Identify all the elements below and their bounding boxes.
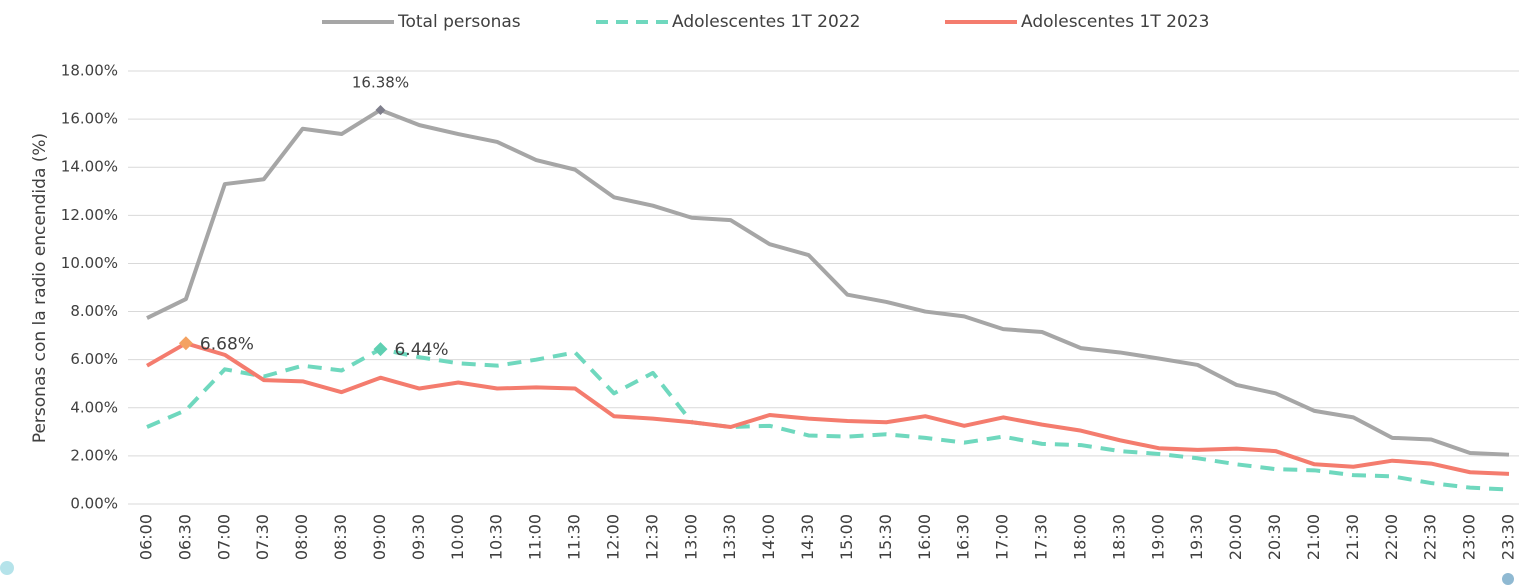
series-line: [146, 107, 1510, 457]
x-tick-label: 17:30: [1032, 514, 1051, 560]
x-tick-label: 23:00: [1460, 514, 1479, 560]
x-tick-label: 15:30: [876, 514, 895, 560]
x-tick-label: 18:30: [1109, 514, 1128, 560]
x-tick-label: 23:30: [1499, 514, 1518, 560]
legend-label: Adolescentes 1T 2023: [1021, 12, 1209, 32]
x-tick-label: 19:00: [1148, 514, 1167, 560]
x-tick-label: 14:30: [798, 514, 817, 560]
legend-label: Total personas: [397, 12, 521, 32]
y-tick-label: 12.00%: [61, 206, 118, 224]
x-tick-label: 19:30: [1187, 514, 1206, 560]
x-tick-label: 11:00: [526, 514, 545, 560]
data-label: 6.68%: [200, 334, 254, 354]
y-axis-label: Personas con la radio encendida (%): [30, 133, 50, 443]
x-tick-label: 21:30: [1343, 514, 1362, 560]
x-tick-label: 20:00: [1226, 514, 1245, 560]
x-tick-label: 20:30: [1265, 514, 1284, 560]
x-tick-label: 08:00: [292, 514, 311, 560]
x-tick-label: 06:30: [175, 514, 194, 560]
x-tick-label: 09:00: [370, 514, 389, 560]
x-tick-label: 15:00: [837, 514, 856, 560]
y-tick-label: 2.00%: [70, 446, 118, 464]
x-tick-label: 18:00: [1070, 514, 1089, 560]
y-tick-label: 0.00%: [70, 495, 118, 513]
legend-label: Adolescentes 1T 2022: [672, 12, 860, 32]
y-tick-label: 6.00%: [70, 350, 118, 368]
y-tick-label: 16.00%: [61, 110, 118, 128]
series-line: [146, 341, 1510, 476]
x-tick-label: 08:30: [331, 514, 350, 560]
x-tick-label: 06:00: [137, 514, 156, 560]
x-tick-label: 10:00: [448, 514, 467, 560]
data-label: 16.38%: [352, 73, 409, 91]
x-tick-label: 22:00: [1382, 514, 1401, 560]
series-line: [146, 347, 1510, 492]
x-tick-label: 13:00: [681, 514, 700, 560]
data-label: 6.44%: [394, 340, 448, 360]
x-tick-label: 17:00: [993, 514, 1012, 560]
y-tick-label: 10.00%: [61, 254, 118, 272]
x-tick-label: 16:30: [954, 514, 973, 560]
decor-dot: [0, 561, 14, 575]
y-tick-label: 14.00%: [61, 158, 118, 176]
x-tick-label: 12:30: [642, 514, 661, 560]
x-tick-label: 21:00: [1304, 514, 1323, 560]
x-tick-label: 13:30: [720, 514, 739, 560]
x-tick-label: 07:30: [253, 514, 272, 560]
x-tick-label: 09:30: [409, 514, 428, 560]
y-tick-label: 4.00%: [70, 398, 118, 416]
x-tick-label: 22:30: [1421, 514, 1440, 560]
point-marker: [373, 342, 388, 357]
x-tick-label: 11:30: [565, 514, 584, 560]
y-tick-label: 18.00%: [61, 62, 118, 80]
x-tick-label: 10:30: [487, 514, 506, 560]
decor-dot: [1502, 573, 1514, 585]
y-tick-label: 8.00%: [70, 302, 118, 320]
x-tick-label: 07:00: [214, 514, 233, 560]
x-tick-label: 16:00: [915, 514, 934, 560]
x-tick-label: 12:00: [603, 514, 622, 560]
point-marker: [375, 104, 386, 115]
x-tick-label: 14:00: [759, 514, 778, 560]
point-marker: [178, 336, 193, 351]
